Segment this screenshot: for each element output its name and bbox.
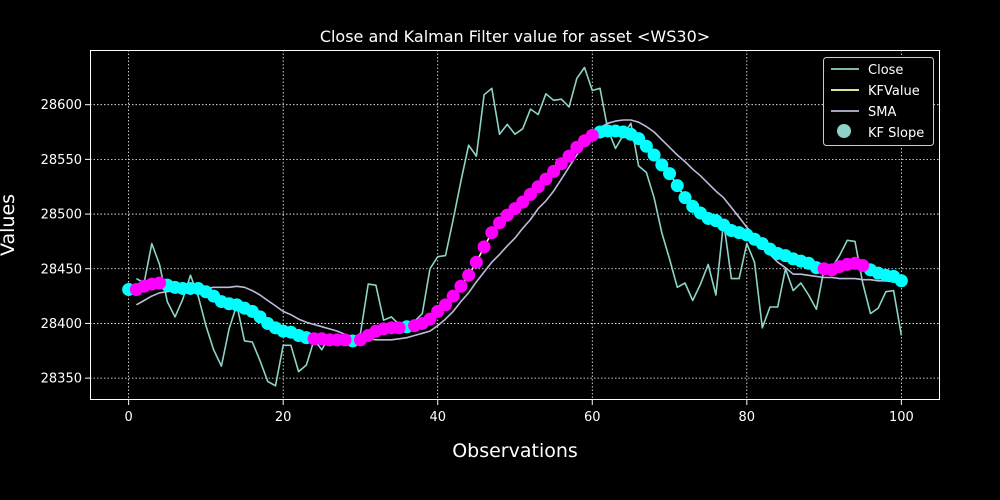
kf-slope-point-down <box>655 158 669 172</box>
x-tick-label: 0 <box>124 410 132 425</box>
legend-kfvalue-label: KFValue <box>868 84 920 99</box>
legend-kf-slope-swatch <box>837 124 851 138</box>
legend-box <box>823 57 934 146</box>
kf-slope-point-down <box>647 148 661 162</box>
x-tick-label: 100 <box>889 410 914 425</box>
kf-slope-point-up <box>856 258 870 272</box>
legend-sma-label: SMA <box>868 105 896 120</box>
x-tick-label: 40 <box>429 410 446 425</box>
kf-slope-point-up <box>469 255 483 269</box>
legend-kf-slope-label: KF Slope <box>868 126 924 141</box>
x-axis-ticks: 0 20 40 60 80 100 <box>124 400 914 425</box>
kf-slope-point-down <box>639 139 653 153</box>
kf-slope-point-up <box>153 276 167 290</box>
chart-legend: Close KFValue SMA KF Slope <box>823 57 934 146</box>
y-tick-label: 28600 <box>41 98 82 113</box>
kf-slope-point-up <box>485 226 499 240</box>
y-axis-ticks: 28350 28400 28450 28500 28550 28600 <box>41 98 90 387</box>
kf-slope-point-up <box>446 289 460 303</box>
kf-slope-point-up <box>454 279 468 293</box>
kf-slope-markers <box>122 124 908 348</box>
x-tick-label: 80 <box>739 410 756 425</box>
kf-slope-point-down <box>678 191 692 205</box>
legend-close-label: Close <box>868 63 903 78</box>
kf-slope-point-up <box>477 240 491 254</box>
y-tick-label: 28350 <box>41 372 82 387</box>
kf-slope-point-down <box>670 179 684 193</box>
kf-slope-point-down <box>663 167 677 181</box>
y-tick-label: 28400 <box>41 317 82 332</box>
kf-slope-point-up <box>392 321 406 335</box>
kf-slope-point-up <box>438 298 452 312</box>
x-tick-label: 60 <box>584 410 601 425</box>
kf-slope-point-up <box>338 333 352 347</box>
y-tick-label: 28450 <box>41 262 82 277</box>
y-tick-label: 28500 <box>41 208 82 223</box>
kf-slope-point-up <box>585 128 599 142</box>
kf-slope-point-down <box>894 274 908 288</box>
x-axis-label: Observations <box>452 440 578 462</box>
x-tick-label: 20 <box>275 410 292 425</box>
chart-title: Close and Kalman Filter value for asset … <box>320 27 710 46</box>
plot-frame <box>90 50 940 400</box>
close-line <box>136 66 903 387</box>
y-axis-label: Values <box>0 194 19 256</box>
y-tick-label: 28550 <box>41 153 82 168</box>
kf-slope-point-up <box>562 149 576 163</box>
kf-slope-point-up <box>462 268 476 282</box>
